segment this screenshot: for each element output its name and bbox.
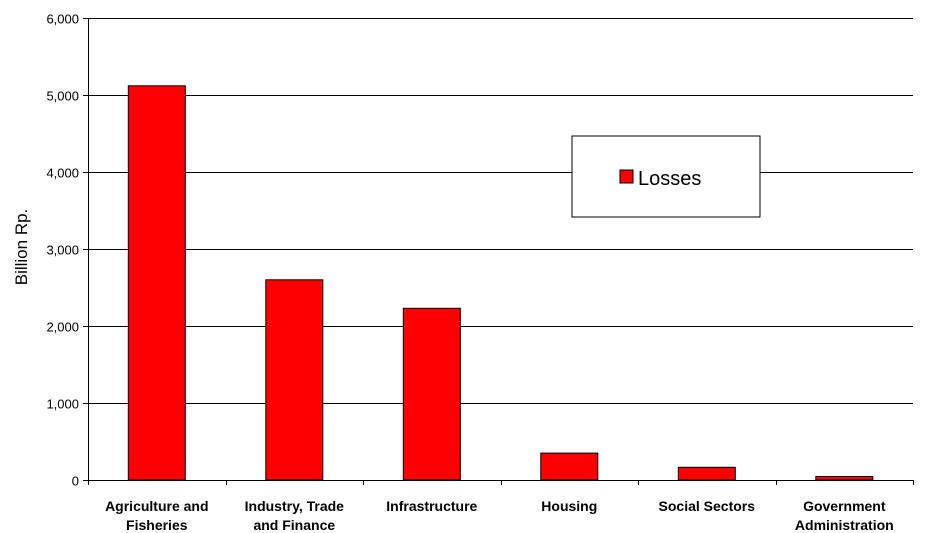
y-tick-label: 1,000 <box>46 397 79 412</box>
x-category-label: Housing <box>541 498 597 514</box>
y-axis-title: Billion Rp. <box>12 209 31 286</box>
bar <box>402 307 461 481</box>
legend-swatch-losses <box>619 169 634 184</box>
x-category-label: Government Administration <box>795 498 894 533</box>
x-category-label: Industry, Trade and Finance <box>245 498 345 533</box>
x-category-label: Social Sectors <box>659 498 756 514</box>
legend-box <box>571 135 761 218</box>
x-category-label: Agriculture and Fisheries <box>105 498 208 533</box>
legend-label-losses: Losses <box>638 168 701 190</box>
y-tick-label: 0 <box>72 474 79 489</box>
y-tick-label: 4,000 <box>46 166 79 181</box>
x-category-label: Infrastructure <box>386 498 477 514</box>
gridlines <box>88 18 913 404</box>
y-tick-label: 3,000 <box>46 243 79 258</box>
bar <box>815 476 874 481</box>
bars <box>127 85 874 481</box>
bar <box>677 466 736 481</box>
y-tick-labels: 0 1,000 2,000 3,000 4,000 5,000 6,000 <box>46 12 79 489</box>
bar <box>265 279 324 481</box>
legend: Losses <box>571 135 761 218</box>
y-tick-label: 5,000 <box>46 89 79 104</box>
bar <box>540 452 599 481</box>
y-tick-label: 2,000 <box>46 320 79 335</box>
axes <box>83 18 914 485</box>
y-tick-label: 6,000 <box>46 12 79 27</box>
x-category-labels: Agriculture and Fisheries Industry, Trade a… <box>105 498 894 533</box>
bar <box>127 85 186 481</box>
